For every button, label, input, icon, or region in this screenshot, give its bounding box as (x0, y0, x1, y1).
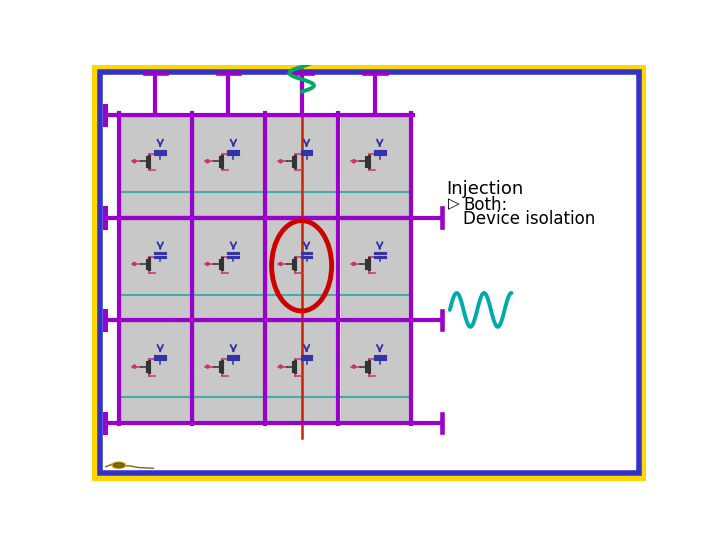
Circle shape (206, 365, 209, 368)
Circle shape (352, 262, 356, 266)
Bar (341, 117, 409, 215)
Text: Injection: Injection (446, 180, 523, 198)
Bar (267, 220, 336, 318)
Circle shape (133, 365, 136, 368)
Bar (267, 117, 336, 215)
Text: ▷: ▷ (448, 195, 459, 211)
Bar (121, 322, 189, 421)
Bar (194, 117, 263, 215)
Ellipse shape (112, 462, 126, 468)
Bar (341, 322, 409, 421)
Bar (121, 117, 189, 215)
Ellipse shape (113, 463, 124, 468)
Circle shape (352, 160, 356, 163)
Circle shape (352, 365, 356, 368)
Circle shape (279, 365, 282, 368)
Bar (341, 220, 409, 318)
Text: Device isolation: Device isolation (463, 210, 595, 227)
Circle shape (206, 262, 209, 266)
Bar (267, 322, 336, 421)
Circle shape (133, 262, 136, 266)
Circle shape (133, 160, 136, 163)
Circle shape (279, 160, 282, 163)
Circle shape (279, 262, 282, 266)
Text: Both:: Both: (463, 195, 507, 214)
Bar (194, 322, 263, 421)
Bar (121, 220, 189, 318)
Bar (194, 220, 263, 318)
Circle shape (206, 160, 209, 163)
